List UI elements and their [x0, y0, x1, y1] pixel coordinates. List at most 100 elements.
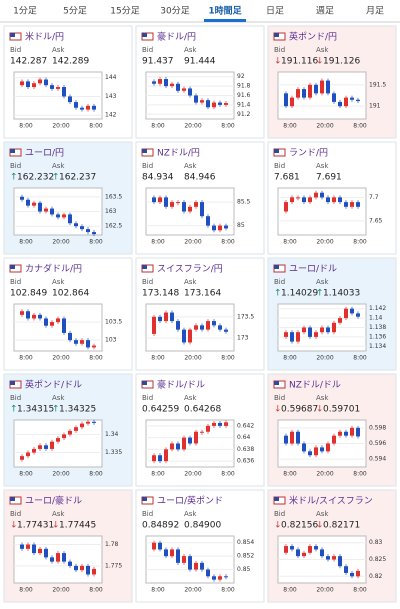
candle: [194, 202, 198, 207]
pair-name[interactable]: ユーロ/英ポンド: [157, 495, 223, 507]
candle: [308, 84, 312, 98]
candle: [326, 327, 330, 333]
pair-name[interactable]: NZドル/円: [157, 148, 200, 159]
x-tick-label: 20:00: [52, 587, 69, 594]
pair-name[interactable]: 米ドル/円: [25, 31, 64, 43]
x-tick-label: 8:00: [283, 471, 297, 478]
candle: [350, 308, 354, 314]
candle: [338, 101, 342, 107]
tab[interactable]: 5分足: [63, 6, 87, 17]
pair-name[interactable]: スイスフラン/円: [157, 264, 223, 275]
candle: [218, 102, 222, 105]
tab[interactable]: 月足: [366, 6, 384, 17]
candle: [56, 87, 60, 89]
pair-name[interactable]: 豪ドル/ドル: [157, 379, 205, 391]
bid-value: 173.148: [142, 289, 179, 299]
candle: [74, 223, 78, 227]
candle: [350, 97, 354, 100]
candle: [338, 318, 342, 323]
pair-name[interactable]: NZドル/ドル: [289, 381, 341, 391]
candle: [188, 437, 192, 444]
candle: [92, 568, 96, 575]
tab-bar: [0, 0, 400, 22]
candle: [62, 87, 66, 97]
y-tick-label: 163.5: [105, 193, 122, 200]
pair-name[interactable]: 豪ドル/円: [157, 31, 196, 43]
candle: [206, 425, 210, 432]
bid-label: Bid: [10, 162, 21, 170]
pair-name[interactable]: 米ドル/スイスフラン: [289, 495, 373, 507]
candle: [80, 107, 84, 110]
candle: [212, 321, 216, 326]
tab[interactable]: 15分足: [110, 6, 139, 17]
flag-canton: [274, 497, 279, 501]
candle: [350, 427, 354, 436]
flag-canton: [142, 497, 147, 501]
bid-label: Bid: [274, 510, 285, 518]
candle: [338, 556, 342, 567]
candle: [80, 565, 84, 571]
pair-name[interactable]: ユーロ/豪ドル: [25, 495, 82, 507]
ask-label: Ask: [184, 278, 197, 286]
ask-label: Ask: [52, 510, 65, 518]
tab-active-bar: [204, 19, 246, 22]
pair-name[interactable]: ユーロ/ドル: [289, 265, 337, 275]
y-tick-label: 103: [105, 337, 117, 344]
x-tick-label: 20:00: [184, 123, 201, 130]
ask-label: Ask: [52, 278, 65, 286]
candle: [200, 562, 204, 570]
flag-canton: [10, 265, 15, 269]
y-tick-label: 163: [105, 208, 117, 215]
candle: [308, 546, 312, 553]
tab[interactable]: 30分足: [160, 6, 189, 17]
bid-label: Bid: [142, 278, 153, 286]
y-tick-label: 191.5: [369, 81, 386, 88]
bid-value: 91.437: [142, 57, 174, 67]
tab[interactable]: 日足: [266, 6, 284, 17]
y-tick-label: 1.34: [105, 431, 119, 438]
x-tick-label: 8:00: [353, 587, 367, 594]
candle: [152, 197, 156, 203]
candle: [356, 99, 360, 102]
flag-canton: [142, 149, 147, 153]
candle: [296, 89, 300, 98]
candle: [350, 202, 354, 207]
candle: [32, 202, 36, 206]
pair-name[interactable]: 英ポンド/円: [289, 31, 337, 43]
flag-canton: [274, 381, 279, 385]
ask-arrow: ↑: [316, 289, 324, 299]
tab[interactable]: 1時間足: [208, 5, 242, 17]
x-tick-label: 8:00: [19, 355, 33, 362]
candle: [290, 431, 294, 444]
x-tick-label: 8:00: [151, 471, 165, 478]
y-tick-label: 1.775: [105, 562, 122, 569]
pair-name[interactable]: 英ポンド/ドル: [25, 379, 82, 391]
x-tick-label: 8:00: [89, 471, 103, 478]
pair-name[interactable]: ランド/円: [289, 148, 328, 159]
ask-value: 0.59701: [323, 405, 360, 415]
candle: [302, 89, 306, 98]
y-tick-label: 85: [237, 222, 245, 229]
pair-name[interactable]: カナダドル/円: [25, 263, 82, 275]
candle: [326, 197, 330, 203]
ask-label: Ask: [316, 46, 329, 54]
candle: [68, 96, 72, 103]
ask-value: 142.289: [52, 57, 89, 67]
candle: [224, 103, 228, 105]
tab[interactable]: 1分足: [13, 6, 37, 17]
candle: [224, 225, 228, 229]
y-tick-label: 1.78: [105, 541, 119, 548]
candle: [80, 226, 84, 230]
candle: [356, 427, 360, 437]
bid-label: Bid: [10, 46, 21, 54]
candle: [314, 192, 318, 198]
candle: [218, 325, 222, 330]
candle: [170, 83, 174, 87]
tab[interactable]: 週足: [316, 6, 334, 17]
candle: [182, 329, 186, 343]
pair-name[interactable]: ユーロ/円: [25, 148, 64, 159]
candle: [32, 448, 36, 453]
candle: [32, 544, 36, 554]
x-tick-label: 8:00: [221, 355, 235, 362]
